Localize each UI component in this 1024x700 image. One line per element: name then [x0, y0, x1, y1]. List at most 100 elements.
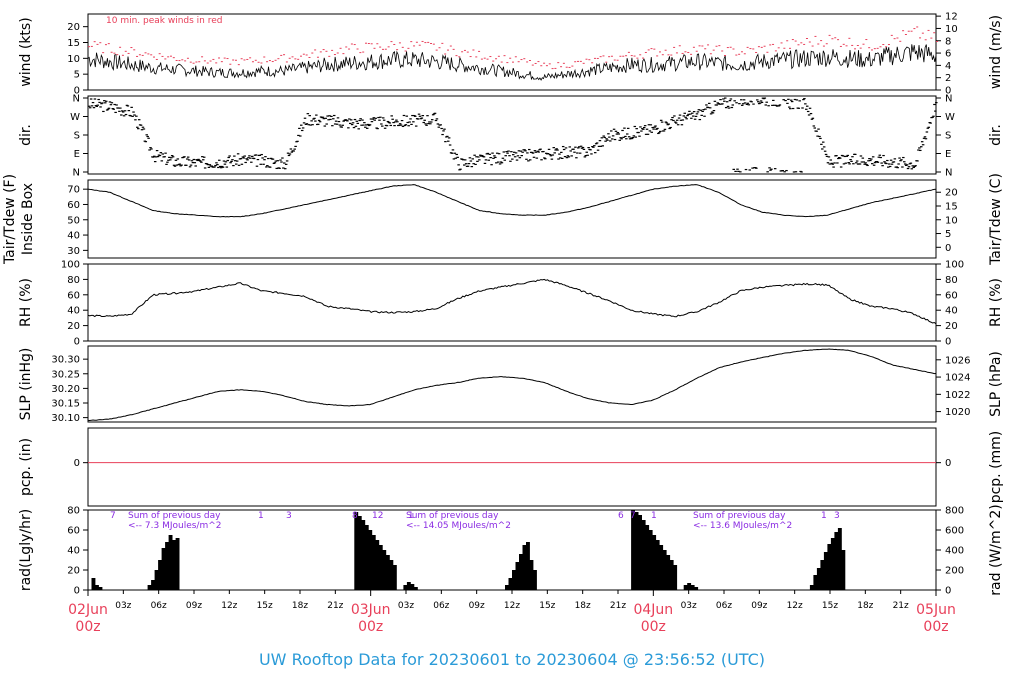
x-hour-label: 21z	[893, 601, 909, 611]
rad-bar	[837, 528, 842, 590]
rad-top-digit: 12	[372, 511, 383, 521]
temp-left-tick-label: 50	[67, 215, 80, 226]
temp-right-tick-label: 15	[945, 202, 958, 213]
rad-bar	[648, 530, 653, 590]
x-day-label: 05Jun	[916, 602, 956, 618]
rh-left-label: RH (%)	[18, 278, 34, 327]
x-hour-label: 03z	[398, 601, 414, 611]
rad-bar	[175, 538, 180, 590]
rad-bar	[655, 540, 660, 590]
pcp-right-label: pcp. (mm)	[988, 431, 1004, 504]
slp-right-tick-label: 1024	[945, 373, 970, 384]
x-hour-label: 03z	[115, 601, 131, 611]
rad-bar	[673, 565, 678, 590]
wind-left-tick-label: 20	[67, 22, 80, 33]
rad-left-tick-label: 80	[67, 506, 80, 517]
rad-right-label: rad (W/m^2)	[988, 504, 1004, 595]
x-hour-label: 18z	[575, 601, 591, 611]
rad-bar	[413, 587, 418, 590]
x-day-label: 03Jun	[351, 602, 391, 618]
x-hour-label: 12z	[787, 601, 803, 611]
x-hour-label: 09z	[469, 601, 485, 611]
x-hour-label: 15z	[822, 601, 838, 611]
rad-bar	[508, 578, 513, 590]
rad-bar	[151, 580, 155, 590]
peak-wind-series	[88, 26, 938, 70]
slp-left-label: SLP (inHg)	[18, 348, 34, 421]
rad-bar	[95, 585, 99, 590]
temp-left-tick-label: 70	[67, 185, 80, 196]
rh-right-tick-label: 80	[945, 275, 958, 286]
rad-bar	[378, 545, 383, 590]
rad-left-tick-label: 20	[67, 566, 80, 577]
rad-bar	[406, 582, 411, 590]
rad-bar	[403, 585, 408, 590]
x-hour-label: 12z	[221, 601, 237, 611]
rad-bar	[662, 550, 667, 590]
rad-bar	[98, 587, 103, 590]
rad-bar	[687, 583, 692, 590]
slp-left-tick-label: 30.25	[51, 369, 80, 380]
rad-bar	[820, 560, 825, 590]
slp-panel: 30.10 30.15 30.20 30.25 30.30 1020 1022 1024 102…	[18, 345, 1004, 424]
rad-bar	[375, 540, 380, 590]
temp-series-line	[87, 184, 937, 218]
rad-bar	[631, 510, 635, 590]
x-axis: 03z 06z 09z 12z 15z 18z 21z 03z 06z 09z 12z 15z 18z 2…	[68, 590, 956, 635]
rad-bar	[533, 570, 537, 590]
x-day-label: 04Jun	[633, 602, 673, 618]
rad-bar	[385, 555, 390, 590]
x-day-label: 02Jun	[68, 602, 108, 618]
dir-right-tick-label: N	[945, 168, 952, 179]
temp-panel: 30 40 50 60 70 0 5 10 15 20 Tair/Tdew (F) Inside Bo…	[2, 173, 1004, 266]
rad-bar	[634, 512, 639, 590]
rad-bar	[841, 550, 846, 590]
wind-right-tick-label: 6	[945, 49, 951, 60]
rad-right-tick-label: 0	[945, 586, 951, 597]
x-day-hour-label: 00z	[75, 619, 100, 635]
wind-right-label: wind (m/s)	[988, 15, 1004, 89]
wind-annotation: 10 min. peak winds in red	[106, 16, 223, 26]
temp-right-tick-label: 10	[945, 215, 958, 226]
x-hour-label: 03z	[681, 601, 697, 611]
x-day-hour-label: 00z	[358, 619, 383, 635]
slp-left-tick-label: 30.10	[51, 413, 80, 424]
rad-day-note-sum: <-- 13.6 MJoules/m^2	[693, 521, 792, 531]
temp-left-label-2: Inside Box	[20, 183, 36, 255]
rad-top-digit: 1	[258, 511, 264, 521]
rad-bar	[147, 585, 152, 590]
x-hour-label: 09z	[186, 601, 202, 611]
chart-title: UW Rooftop Data for 20230601 to 20230604…	[259, 650, 765, 669]
temp-right-label: Tair/Tdew (C)	[988, 173, 1004, 266]
x-hour-label: 18z	[292, 601, 308, 611]
rad-left-tick-label: 40	[67, 546, 80, 557]
pcp-right-tick-label: 0	[945, 458, 951, 469]
rh-left-tick-label: 0	[74, 337, 80, 348]
rad-bar	[354, 512, 359, 590]
rad-bar	[154, 570, 159, 590]
slp-right-tick-label: 1022	[945, 390, 970, 401]
rh-left-tick-label: 80	[67, 275, 80, 286]
temp-left-tick-label: 40	[67, 231, 80, 242]
temp-right-tick-label: 0	[945, 243, 951, 254]
temp-left-label: Tair/Tdew (F)	[2, 174, 18, 265]
x-day-hour-label: 00z	[923, 619, 948, 635]
rh-series-line	[87, 278, 937, 325]
slp-right-tick-label: 1020	[945, 407, 970, 418]
pcp-left-label: pcp. (in)	[18, 438, 34, 496]
wind-series-line	[87, 44, 937, 81]
x-hour-label: 21z	[610, 601, 626, 611]
slp-series-line	[87, 348, 937, 422]
rad-bar	[809, 585, 814, 590]
rad-top-digit: 6	[618, 511, 624, 521]
rad-bar	[823, 552, 828, 590]
dir-left-tick-label: N	[73, 168, 80, 179]
rad-day-note: Sum of previous day	[693, 511, 786, 521]
slp-left-tick-label: 30.15	[51, 399, 80, 410]
rad-bar	[830, 538, 835, 590]
rad-bar	[389, 560, 394, 590]
dir-left-label: dir.	[18, 124, 34, 146]
